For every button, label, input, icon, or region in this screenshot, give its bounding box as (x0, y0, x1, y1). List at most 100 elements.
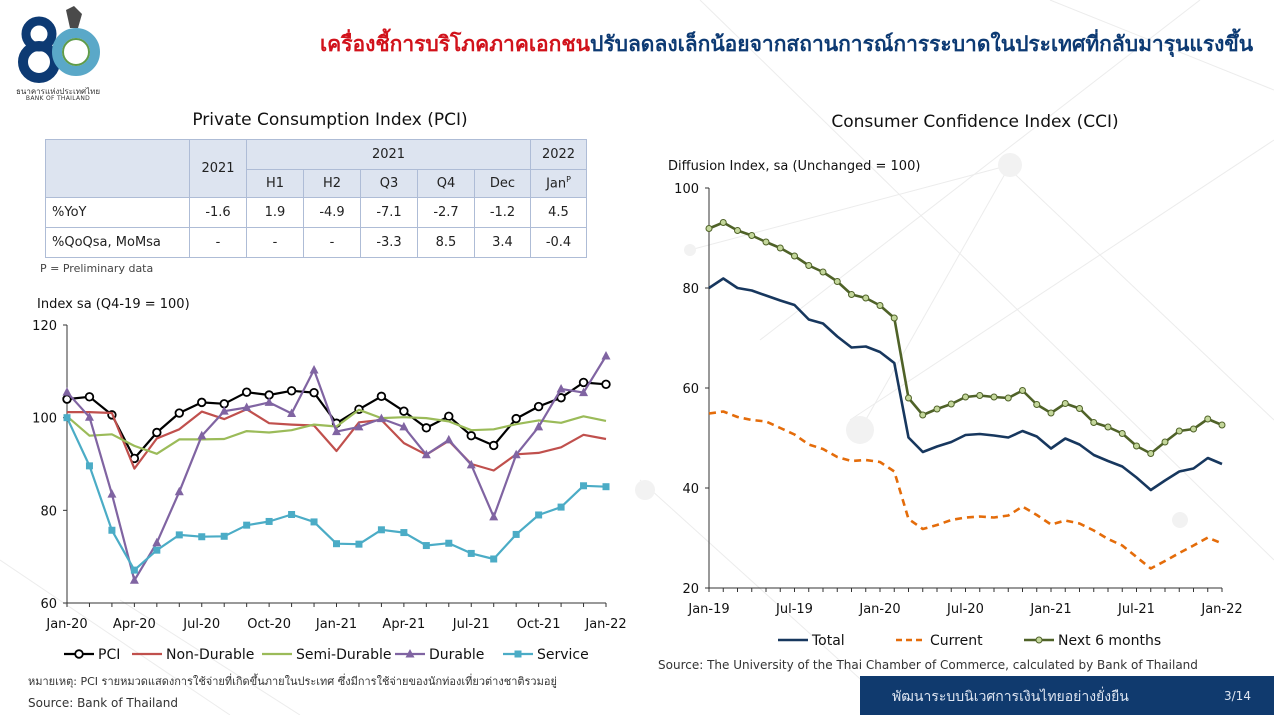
y-tick-label: 100 (32, 412, 57, 427)
subheader-h1: H1 (246, 169, 304, 198)
preliminary-note: P = Preliminary data (40, 262, 154, 275)
x-tick-label: Apr-20 (113, 617, 156, 632)
data-point-service (512, 530, 520, 538)
data-point-next-6-months (947, 400, 955, 408)
data-point-durable (376, 413, 386, 423)
row-label-qoq-mom: %QoQsa, MoMsa (45, 227, 190, 258)
data-point-durable (84, 412, 94, 421)
data-point-durable (129, 575, 139, 584)
x-tick-label: Jan-20 (858, 602, 900, 617)
y-tick-label: 80 (682, 282, 699, 297)
data-point-next-6-months (1061, 400, 1069, 407)
page-number: 3/14 (1224, 689, 1251, 703)
y-tick-label: 100 (674, 182, 699, 197)
series-line-next-6-months (708, 221, 1223, 455)
data-point-pci (511, 413, 521, 424)
header-2021-annual: 2021 (189, 139, 247, 198)
subheader-jan-label: Jan (546, 176, 567, 192)
data-point-next-6-months (1019, 387, 1026, 394)
data-point-durable (309, 364, 319, 374)
data-point-next-6-months (1147, 450, 1155, 457)
x-tick-label: Jan-19 (687, 602, 729, 617)
data-point-next-6-months (1033, 401, 1041, 408)
table-cell: -4.9 (303, 197, 361, 228)
data-point-service (490, 555, 498, 563)
table-cell: 1.9 (246, 197, 304, 228)
data-point-next-6-months (776, 244, 784, 252)
data-point-next-6-months (876, 302, 884, 309)
table-cell: -1.6 (189, 197, 247, 228)
data-point-durable (579, 387, 589, 397)
cci-source: Source: The University of the Thai Chamb… (658, 658, 1198, 672)
data-point-next-6-months (819, 268, 827, 276)
thai-footnote: หมายเหตุ: PCI รายหมวดแสดงการใช้จ่ายที่เก… (28, 675, 557, 688)
x-tick-label: Jan-22 (1200, 602, 1242, 617)
row-label-yoy: %YoY (45, 197, 190, 228)
data-point-next-6-months (1133, 442, 1140, 450)
legend-marker (74, 649, 84, 659)
pci-table: 2021 2021 2022 H1 H2 Q3 Q4 Dec JanP %YoY… (45, 139, 587, 258)
data-point-service (265, 517, 273, 525)
subheader-h2: H2 (303, 169, 361, 198)
table-subheader-row: H1 H2 Q3 Q4 Dec JanP (46, 169, 587, 198)
data-point-pci (466, 431, 476, 441)
data-point-pci (152, 427, 162, 438)
data-point-pci (376, 391, 387, 402)
data-point-next-6-months (1190, 425, 1197, 433)
pci-table-title: Private Consumption Index (PCI) (192, 110, 468, 130)
table-cell: - (189, 227, 247, 258)
data-point-next-6-months (1090, 419, 1098, 426)
data-point-next-6-months (1204, 415, 1212, 423)
data-point-pci (533, 401, 544, 412)
data-point-durable (219, 406, 229, 415)
table-cell: -3.3 (360, 227, 418, 258)
data-point-service (130, 566, 138, 574)
data-point-service (355, 540, 363, 548)
data-point-service (422, 542, 430, 550)
preliminary-superscript: P (566, 175, 571, 185)
data-point-durable (511, 449, 521, 459)
data-point-service (310, 518, 318, 526)
headline-navy-part: ปรับลดลงเล็กน้อยจากสถานการณ์การระบาดในปร… (590, 32, 1254, 56)
data-point-durable (421, 449, 431, 459)
data-point-pci (286, 386, 297, 396)
data-point-next-6-months (990, 393, 998, 401)
data-point-next-6-months (1104, 423, 1112, 431)
data-point-next-6-months (748, 232, 756, 239)
table-cell: - (246, 227, 304, 258)
data-point-durable (264, 397, 274, 406)
data-point-service (580, 482, 588, 490)
data-point-next-6-months (933, 405, 941, 413)
data-point-next-6-months (734, 227, 741, 234)
data-point-pci (84, 392, 95, 402)
data-point-next-6-months (919, 411, 927, 419)
logo-subtitle-thai: ธนาคารแห่งประเทศไทย (15, 87, 101, 96)
series-line-total (708, 277, 1223, 492)
data-point-service (557, 503, 565, 511)
data-point-service (400, 529, 408, 537)
x-tick-label: Jul-19 (775, 602, 813, 617)
data-point-service (108, 526, 116, 534)
data-point-service (85, 462, 93, 470)
pci-chart-ylabel: Index sa (Q4-19 = 100) (37, 297, 190, 312)
slide-headline: เครื่องชี้การบริโภคภาคเอกชนปรับลดลงเล็กน… (320, 28, 1254, 61)
data-point-durable (354, 421, 364, 431)
data-point-durable (489, 511, 499, 521)
data-point-next-6-months (890, 314, 898, 322)
data-point-pci (399, 406, 409, 416)
header-2022-group: 2022 (530, 139, 587, 170)
x-tick-label: Jul-21 (1117, 602, 1155, 617)
table-cell: 8.5 (417, 227, 475, 258)
x-tick-label: Jan-21 (1029, 602, 1071, 617)
data-point-durable (534, 421, 544, 431)
y-tick-label: 120 (32, 319, 57, 334)
legend-label-total: Total (811, 633, 845, 649)
data-point-next-6-months (705, 225, 713, 232)
data-point-next-6-months (862, 294, 870, 302)
data-point-next-6-months (1004, 394, 1012, 402)
data-point-service (243, 521, 251, 529)
legend-marker (1035, 636, 1043, 644)
data-point-service (153, 546, 161, 554)
